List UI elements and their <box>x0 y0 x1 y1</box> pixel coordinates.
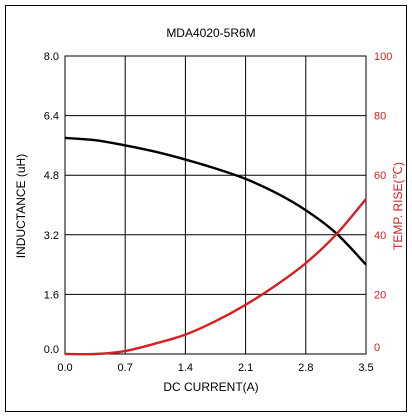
chart-title: MDA4020-5R6M <box>166 26 255 40</box>
y-tick-label: 4.8 <box>44 170 59 182</box>
plot-area: 0.0 0.7 1.4 2.1 2.8 3.5 0.0 0 1.6 20 3.2 40 4.8 60 6.4… <box>44 51 393 374</box>
y-tick-label-right: 0 <box>374 342 380 354</box>
x-axis-label: DC CURRENT(A) <box>163 380 258 394</box>
x-tick-label: 3.5 <box>358 362 373 374</box>
x-tick-label: 2.1 <box>238 362 253 374</box>
y-tick-label: 6.4 <box>44 111 59 123</box>
inductance-curve <box>64 136 367 266</box>
x-tick-label: 0.0 <box>57 362 72 374</box>
y-axis-label-right: TEMP. RISE(℃) <box>391 162 405 250</box>
y-tick-label: 8.0 <box>44 51 59 63</box>
y-tick-label-right: 100 <box>374 51 392 63</box>
y-tick-label: 0.0 <box>44 344 59 356</box>
x-tick-label: 0.7 <box>118 362 133 374</box>
plot-border <box>64 55 367 355</box>
y-tick-label: 1.6 <box>44 289 59 301</box>
x-tick-label: 2.8 <box>298 362 313 374</box>
x-tick-label: 1.4 <box>178 362 193 374</box>
y-tick-label: 3.2 <box>44 230 59 242</box>
y-tick-label-right: 80 <box>374 111 386 123</box>
y-tick-label-right: 40 <box>374 230 386 242</box>
y-tick-label-right: 20 <box>374 289 386 301</box>
y-axis-label: INDUCTANCE (uH) <box>14 154 28 258</box>
temp-rise-curve <box>64 198 367 356</box>
y-tick-label-right: 60 <box>374 170 386 182</box>
